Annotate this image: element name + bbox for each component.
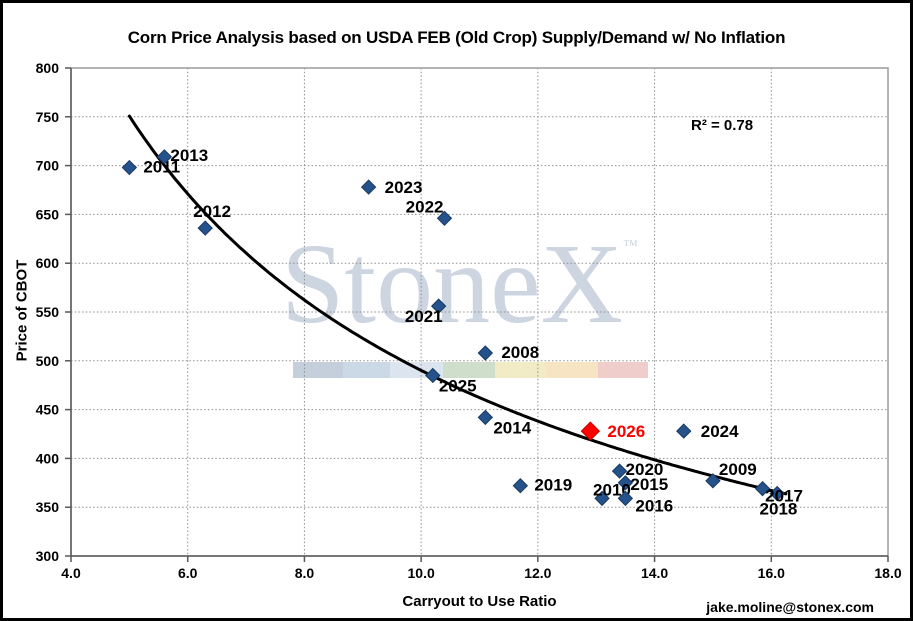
color-bar-segment: [546, 362, 598, 378]
data-point-label-2011: 2011: [143, 158, 180, 177]
x-tick-label: 12.0: [524, 565, 551, 581]
color-bar-segment: [598, 362, 648, 378]
data-point-2021: [430, 298, 447, 314]
data-point-2013: [156, 149, 173, 165]
data-point-label-2012: 2012: [193, 202, 231, 221]
data-point-label-2019: 2019: [534, 476, 572, 495]
stonex-color-bar: [293, 362, 648, 378]
y-tick-label: 400: [36, 450, 60, 466]
data-point-2008: [477, 345, 494, 361]
data-point-2018: [754, 480, 771, 497]
data-point-2017: [769, 485, 785, 502]
chart-title: Corn Price Analysis based on USDA FEB (O…: [127, 28, 786, 47]
data-point-2015: [617, 475, 634, 491]
data-point-label-2015: 2015: [630, 475, 668, 494]
data-point-2023: [360, 179, 377, 195]
data-point-2010: [594, 490, 610, 507]
trendline: [127, 114, 788, 496]
y-tick-label: 600: [36, 255, 60, 271]
data-point-2014: [477, 409, 494, 426]
y-tick-label: 550: [36, 304, 60, 320]
x-tick-label: 18.0: [874, 565, 901, 581]
x-tick-label: 6.0: [178, 565, 198, 581]
data-point-label-2022: 2022: [406, 197, 444, 216]
color-bar-segment: [495, 362, 546, 378]
color-bar-segment: [343, 362, 390, 378]
data-point-2009: [705, 473, 721, 489]
data-point-label-2021: 2021: [405, 307, 443, 326]
y-tick-label: 700: [36, 158, 60, 174]
data-point-label-2009: 2009: [719, 460, 757, 479]
r-squared-label: R² = 0.78: [691, 117, 754, 134]
data-point-2020: [611, 463, 628, 479]
x-tick-label: 8.0: [295, 565, 315, 581]
data-point-2022: [436, 210, 453, 227]
data-point-label-2023: 2023: [385, 178, 423, 197]
scatter-plot: 4.0 6.0 8.0 10.0 12.0 14.0 16.0 18.0 300 350 400 45…: [36, 60, 902, 581]
y-tick-label: 350: [36, 499, 60, 515]
x-tick-label: 4.0: [61, 565, 81, 581]
data-point-label-2025: 2025: [439, 376, 477, 395]
x-tick-label: 10.0: [408, 565, 435, 581]
color-bar-segment: [293, 362, 343, 378]
color-bar-segment: [443, 362, 495, 378]
y-tick-label: 500: [36, 353, 60, 369]
data-point-2026: [580, 421, 601, 441]
data-point-label-2018: 2018: [760, 500, 798, 519]
data-point-2025: [425, 367, 441, 384]
data-point-label-2026: 2026: [607, 422, 645, 441]
data-point-label-2013: 2013: [170, 146, 208, 165]
y-tick-label: 650: [36, 206, 60, 222]
y-tick-label: 450: [36, 402, 60, 418]
x-axis-title: Carryout to Use Ratio: [402, 593, 557, 610]
footer-email: jake.moline@stonex.com: [706, 599, 874, 615]
data-point-2016: [617, 490, 634, 507]
data-point-2019: [512, 478, 529, 494]
data-point-label-2010: 2010: [593, 480, 631, 499]
data-point-2011: [121, 159, 138, 176]
data-point-label-2020: 2020: [626, 460, 664, 479]
x-tick-label: 16.0: [758, 565, 785, 581]
y-tick-label: 300: [36, 548, 60, 564]
trademark-symbol: ™: [623, 238, 638, 254]
data-point-2024: [676, 423, 692, 439]
data-point-label-2016: 2016: [635, 496, 673, 515]
data-point-2012: [197, 220, 213, 236]
x-tick-label: 14.0: [641, 565, 668, 581]
y-axis-title: Price of CBOT: [13, 259, 31, 362]
y-tick-label: 750: [36, 109, 60, 125]
data-point-label-2008: 2008: [501, 343, 539, 362]
data-point-label-2017: 2017: [765, 487, 803, 506]
data-point-label-2024: 2024: [701, 422, 739, 441]
data-point-label-2014: 2014: [493, 418, 531, 437]
y-tick-label: 800: [36, 60, 60, 76]
